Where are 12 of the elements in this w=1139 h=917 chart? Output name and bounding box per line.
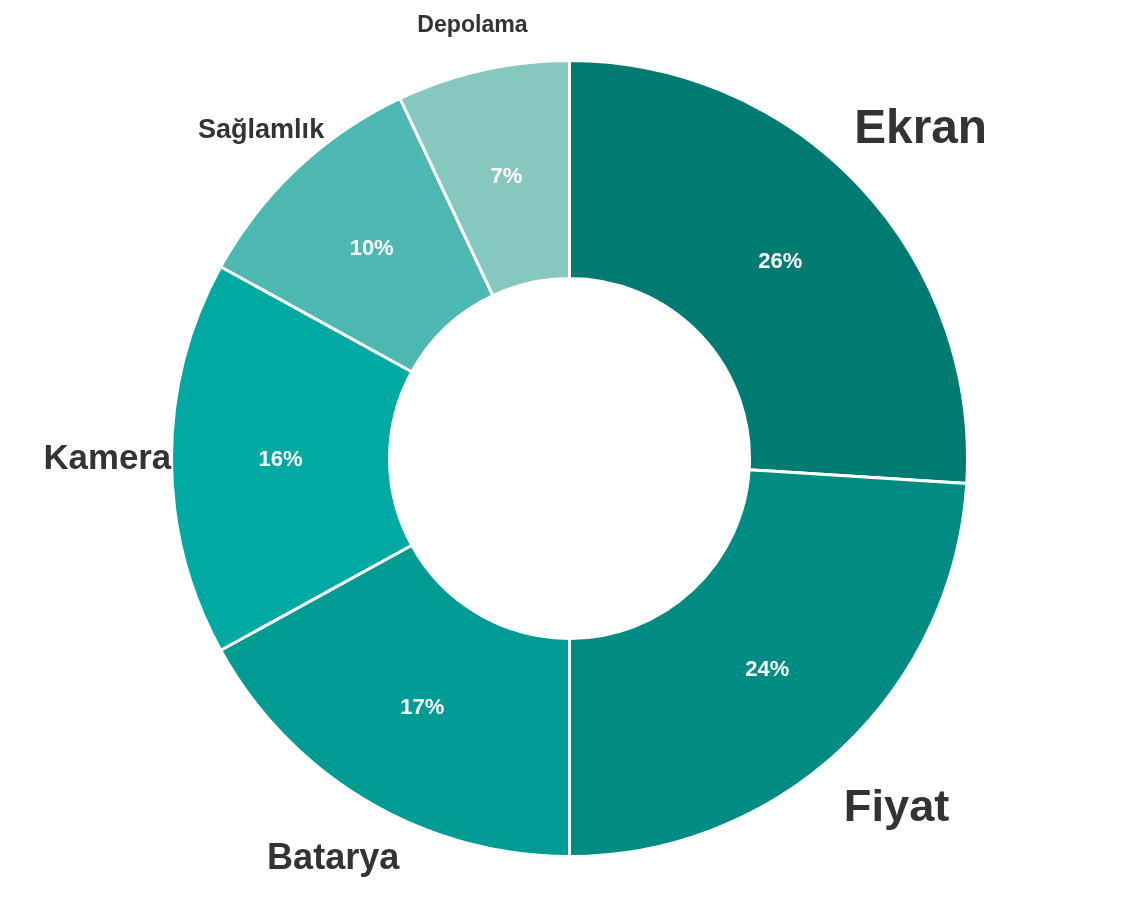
data-label: 17% — [400, 694, 445, 720]
slice-label: Ekran — [854, 99, 988, 153]
slice-label: Fiyat — [843, 779, 950, 831]
slice-label: Batarya — [267, 836, 401, 878]
slice-label: Kamera — [43, 436, 172, 476]
slice-label: Depolama — [417, 10, 528, 37]
data-label: 7% — [490, 163, 523, 189]
data-label: 26% — [758, 247, 803, 273]
data-label: 10% — [349, 234, 394, 260]
data-label: 24% — [745, 656, 790, 682]
data-label: 16% — [258, 445, 303, 471]
slice-label: Sağlamlık — [198, 114, 326, 145]
